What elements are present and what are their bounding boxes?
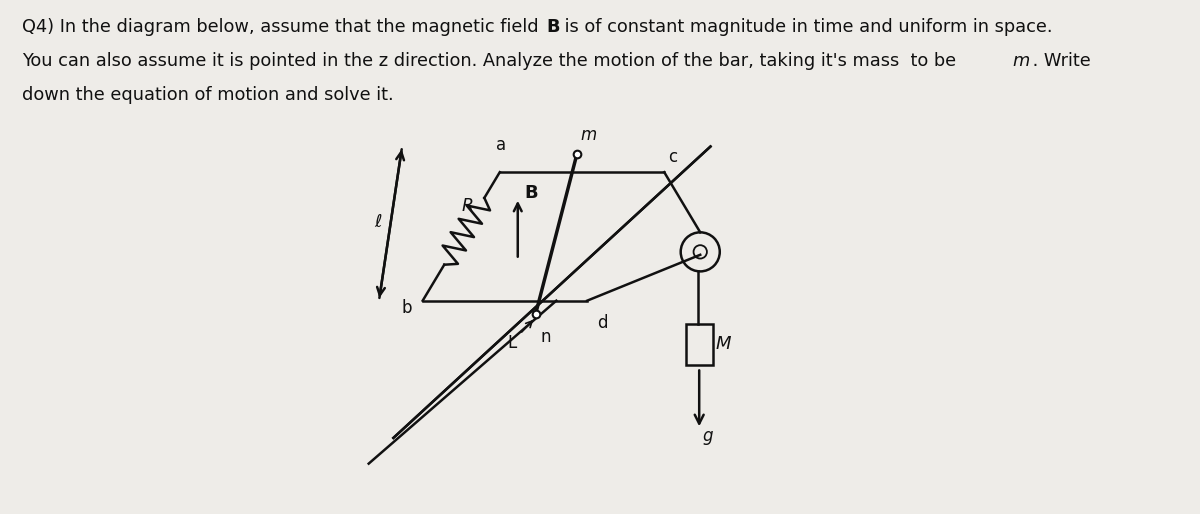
- Text: B: B: [547, 18, 560, 36]
- Text: Q4) In the diagram below, assume that the magnetic field: Q4) In the diagram below, assume that th…: [22, 18, 544, 36]
- Bar: [686, 324, 713, 365]
- Text: is of constant magnitude in time and uniform in space.: is of constant magnitude in time and uni…: [559, 18, 1052, 36]
- Text: You can also assume it is pointed in the z direction. Analyze the motion of the : You can also assume it is pointed in the…: [22, 52, 961, 70]
- Text: down the equation of motion and solve it.: down the equation of motion and solve it…: [22, 86, 394, 104]
- Text: d: d: [598, 314, 608, 332]
- Text: m: m: [1013, 52, 1030, 70]
- Text: L: L: [506, 334, 516, 353]
- Text: a: a: [496, 136, 506, 154]
- Text: R: R: [461, 196, 474, 215]
- Text: c: c: [668, 148, 677, 166]
- Text: n: n: [541, 328, 551, 346]
- Text: b: b: [402, 299, 413, 318]
- Text: $\ell$: $\ell$: [373, 213, 383, 231]
- Text: B: B: [524, 183, 538, 202]
- Text: g: g: [703, 427, 713, 445]
- Text: . Write: . Write: [1027, 52, 1091, 70]
- Text: m: m: [581, 126, 596, 144]
- Text: M: M: [715, 335, 731, 354]
